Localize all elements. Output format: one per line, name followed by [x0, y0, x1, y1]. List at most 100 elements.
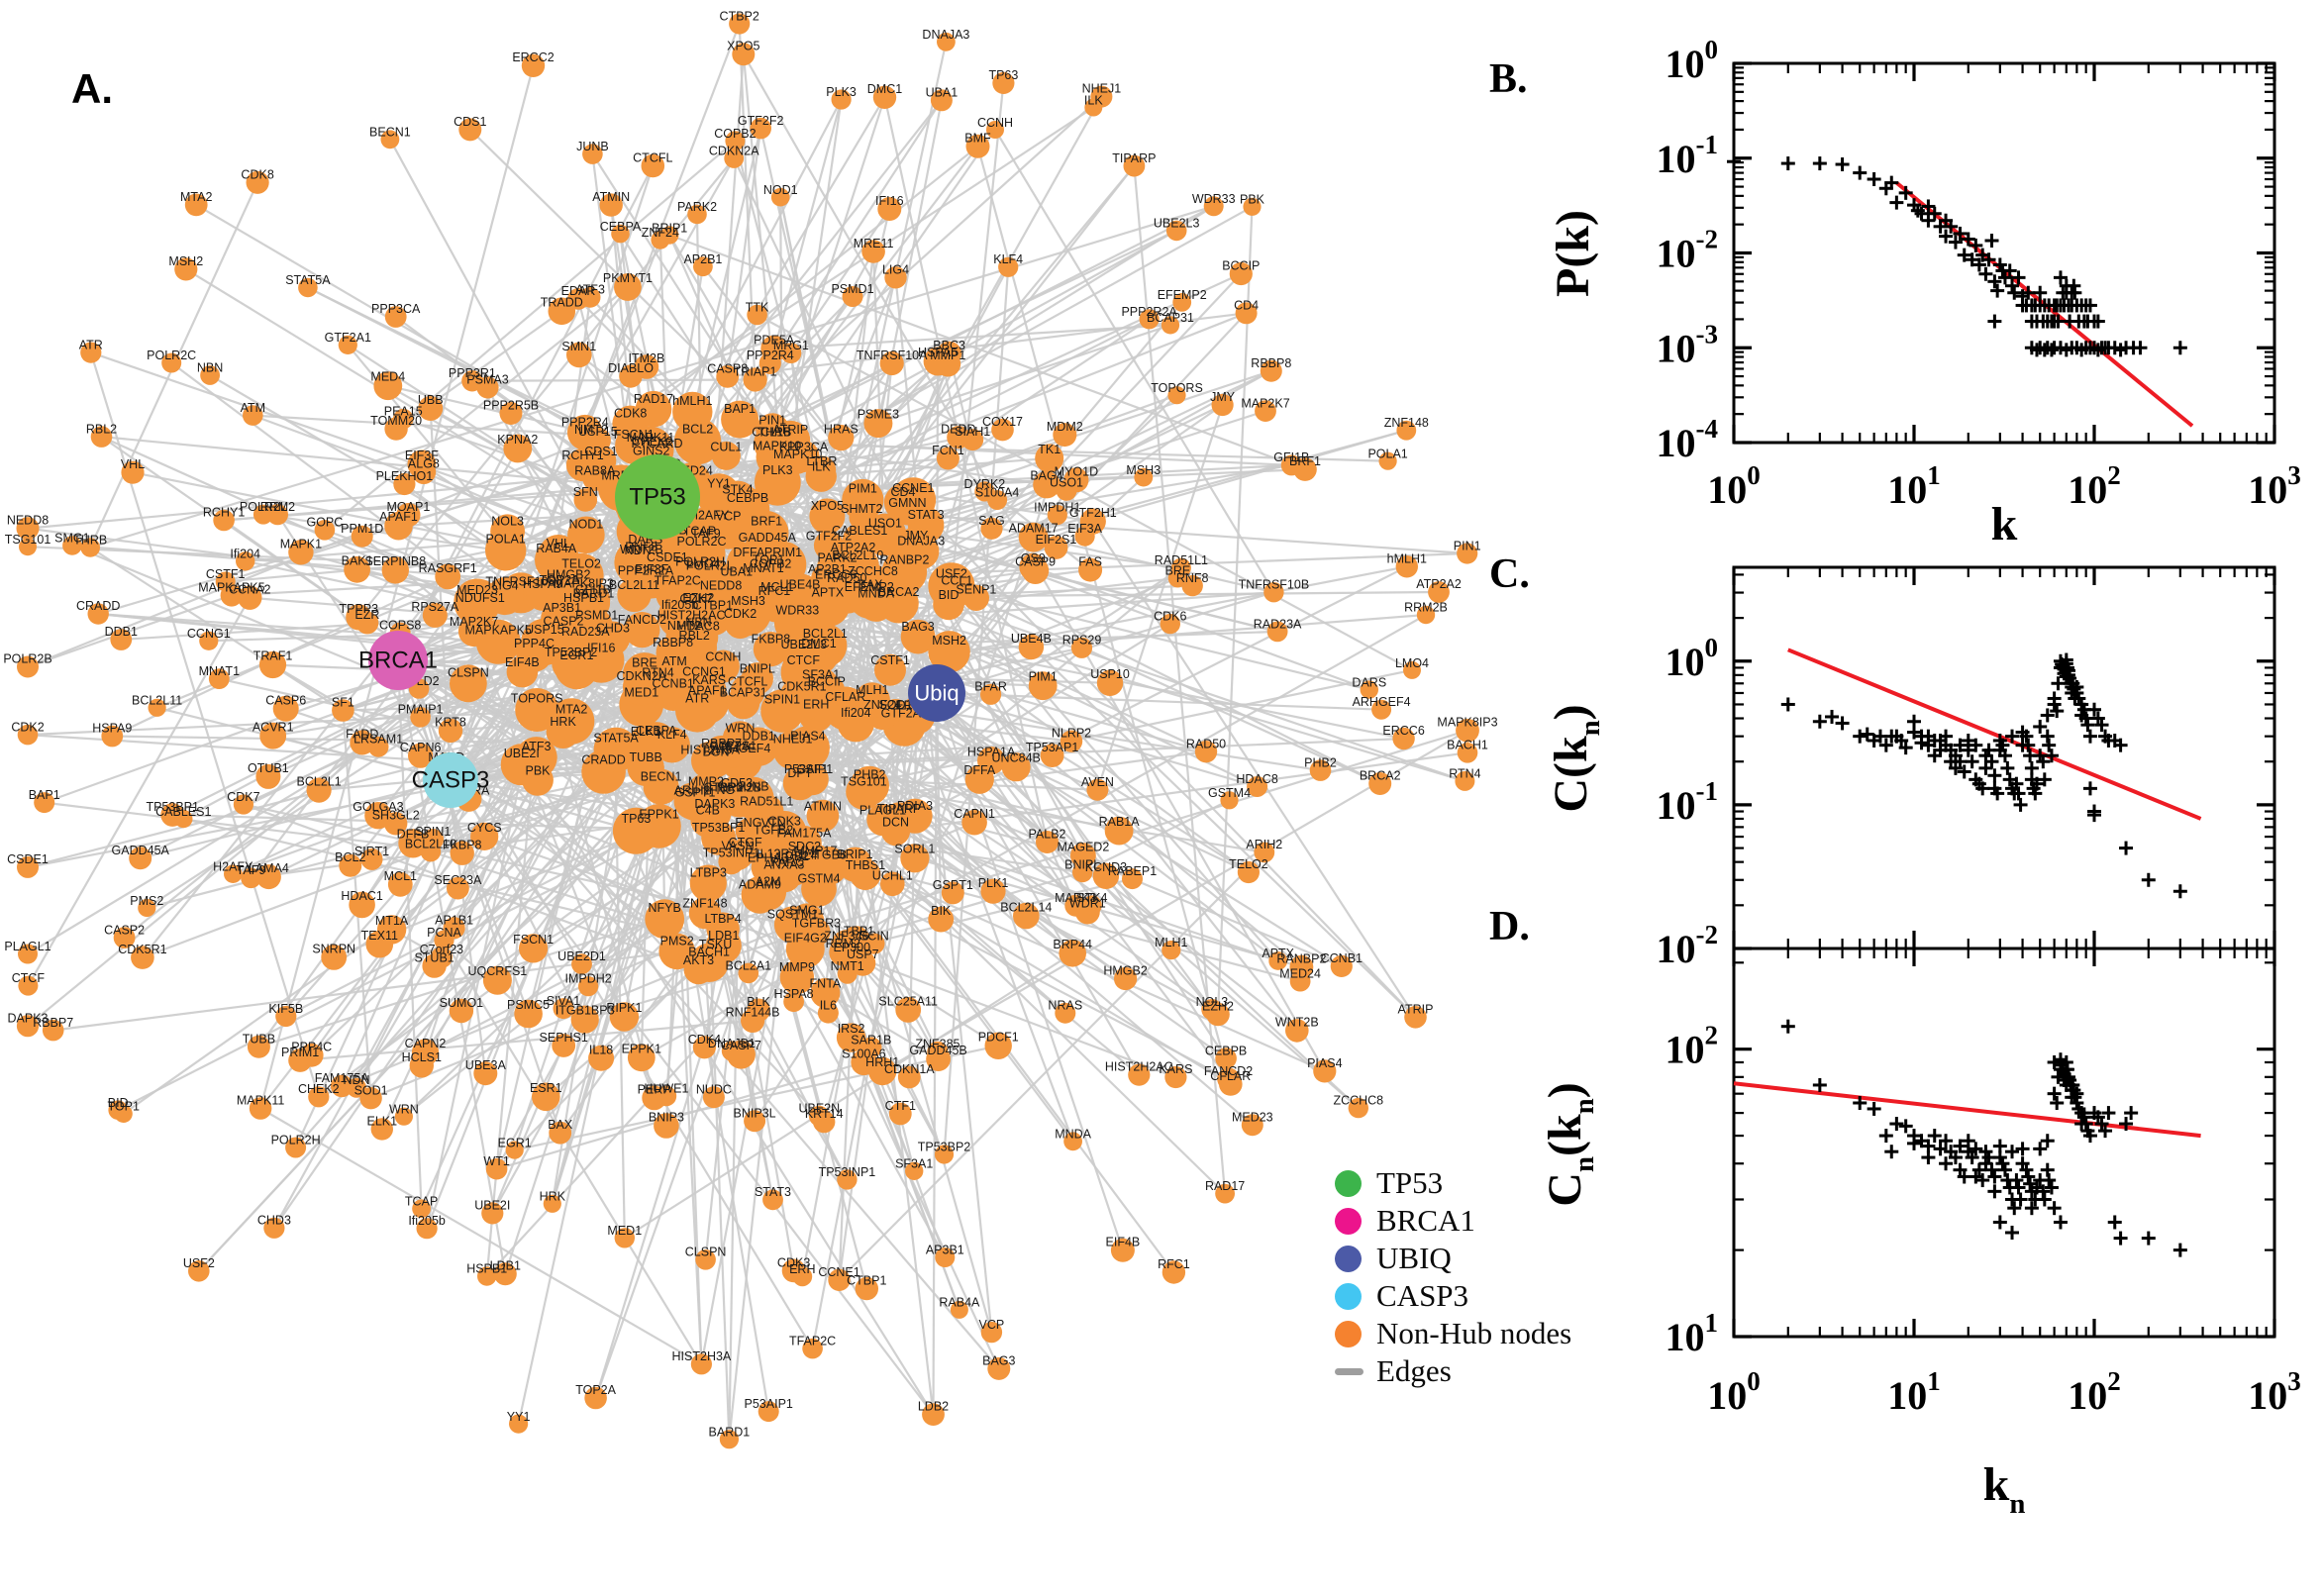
legend-item-tp53: TP53	[1335, 1164, 1571, 1202]
hub-label-casp3: CASP3	[412, 767, 490, 794]
y-tick-label: 100	[1666, 35, 1719, 86]
network-node	[263, 1217, 285, 1239]
network-node	[505, 1141, 524, 1159]
network-node-label: CCNB1	[1321, 951, 1363, 965]
network-node	[807, 455, 837, 485]
network-node-label: DNAJA3	[922, 28, 969, 42]
network-node	[756, 823, 791, 857]
network-node-label: PPP2R5B	[483, 399, 539, 413]
network-node	[754, 458, 801, 506]
network-node	[233, 794, 253, 815]
network-node-label: CDS1	[454, 115, 486, 129]
network-node-label: NRAS	[1048, 999, 1082, 1013]
network-edge	[976, 146, 1232, 1085]
network-node-label: MLH1	[856, 683, 888, 697]
network-node-label: TRAF1	[253, 649, 293, 663]
network-node-label: CLSPN	[685, 1246, 727, 1259]
network-node	[688, 506, 730, 548]
scatter-plot-b: 100 101 102 103 100 10-1 10-2 10-3 10-4 P(k) k	[1547, 35, 2301, 550]
network-node-label: PLAGL1	[4, 940, 50, 953]
network-node	[962, 584, 990, 612]
network-node-label: PMS2	[130, 894, 163, 908]
network-node-label: KLF4	[993, 252, 1023, 266]
network-node-label: UBE4B	[1011, 632, 1052, 646]
network-node-label: PIAS4	[1307, 1056, 1342, 1070]
network-node-label: BRIP1	[652, 221, 687, 235]
network-node	[609, 1002, 640, 1032]
network-node-label: LDB2	[918, 1400, 949, 1414]
network-node-label: CAPN2	[405, 1037, 447, 1050]
network-node-label: RBBP7	[33, 1016, 73, 1030]
network-node-label: WDR33	[775, 603, 819, 617]
network-edge	[27, 422, 632, 668]
network-node-label: CSTF1	[870, 653, 910, 667]
network-node-label: BAP1	[29, 788, 60, 802]
network-node-label: PDE5A	[754, 333, 795, 347]
network-node-label: TSKU	[699, 938, 732, 951]
network-node	[863, 409, 893, 439]
legend-item-non-hub-nodes: Non-Hub nodes	[1335, 1315, 1571, 1352]
network-node-label: PPP2R2A	[1121, 305, 1177, 319]
y-tick-label: 102	[1666, 1021, 1719, 1072]
network-node-label: CTCFL	[633, 150, 672, 164]
network-node-label: TRADD	[541, 296, 583, 310]
network-edge	[259, 1107, 702, 1365]
network-node-label: EZH2	[682, 591, 714, 605]
network-node	[288, 540, 314, 565]
x-tick-label: 102	[2068, 460, 2121, 512]
network-node-label: BCL2	[335, 850, 365, 864]
network-node-label: BAK1	[342, 554, 373, 568]
network-node	[481, 1202, 504, 1225]
network-node-label: PLK1	[978, 876, 1009, 890]
network-node-label: PIN1	[1454, 539, 1481, 552]
network-node-label: S100A6	[842, 1047, 886, 1061]
network-node	[90, 426, 113, 448]
network-node	[174, 257, 198, 281]
network-node-label: MED1	[624, 686, 658, 700]
network-node	[711, 441, 741, 470]
network-node	[407, 449, 437, 479]
network-edge	[920, 550, 1298, 1032]
network-node-label: GSTM4	[1208, 786, 1251, 800]
network-node-label: PARC	[770, 855, 804, 869]
network-node-label: ERCC2	[512, 50, 554, 64]
network-node	[272, 695, 299, 722]
network-node-label: FAS	[1078, 554, 1102, 568]
network-node	[410, 707, 431, 728]
network-edge	[732, 753, 1219, 1016]
legend-label: CASP3	[1376, 1278, 1469, 1313]
network-node	[796, 762, 829, 796]
network-node-label: PPP2R4	[747, 349, 794, 362]
network-node	[936, 447, 960, 470]
network-node-label: STAT5A	[285, 273, 331, 287]
network-node-label: JMY	[1210, 390, 1236, 404]
network-node	[314, 520, 336, 541]
network-node	[1215, 1047, 1237, 1069]
network-node-label: SIAH1	[955, 425, 990, 439]
network-node-label: TIPARP	[1112, 151, 1156, 165]
network-node	[656, 1085, 677, 1107]
legend-label: BRCA1	[1376, 1203, 1475, 1238]
network-node-label: HRK	[550, 715, 576, 729]
network-node-label: P53AIP1	[745, 1397, 793, 1411]
network-node	[1040, 744, 1064, 767]
network-node	[928, 906, 955, 933]
network-node-label: BECN1	[369, 126, 411, 140]
network-node-label: RBBP8	[1251, 356, 1291, 370]
panel-label-a: A.	[71, 65, 113, 112]
network-edge	[1091, 521, 1417, 1018]
network-node-label: NOD1	[763, 183, 798, 197]
network-node-label: PIM1	[1029, 670, 1058, 684]
network-node	[758, 351, 781, 374]
network-node-label: CDK2	[11, 721, 44, 735]
legend-swatch-dot	[1335, 1282, 1362, 1310]
network-edge	[483, 835, 806, 950]
network-node	[515, 688, 559, 732]
network-node-label: WDR33	[1192, 192, 1236, 206]
network-node	[450, 841, 474, 865]
network-node	[344, 555, 370, 583]
network-node-label: BCL2L11	[609, 578, 659, 592]
network-node-label: RAB8A	[574, 463, 616, 477]
network-node	[570, 1005, 599, 1034]
